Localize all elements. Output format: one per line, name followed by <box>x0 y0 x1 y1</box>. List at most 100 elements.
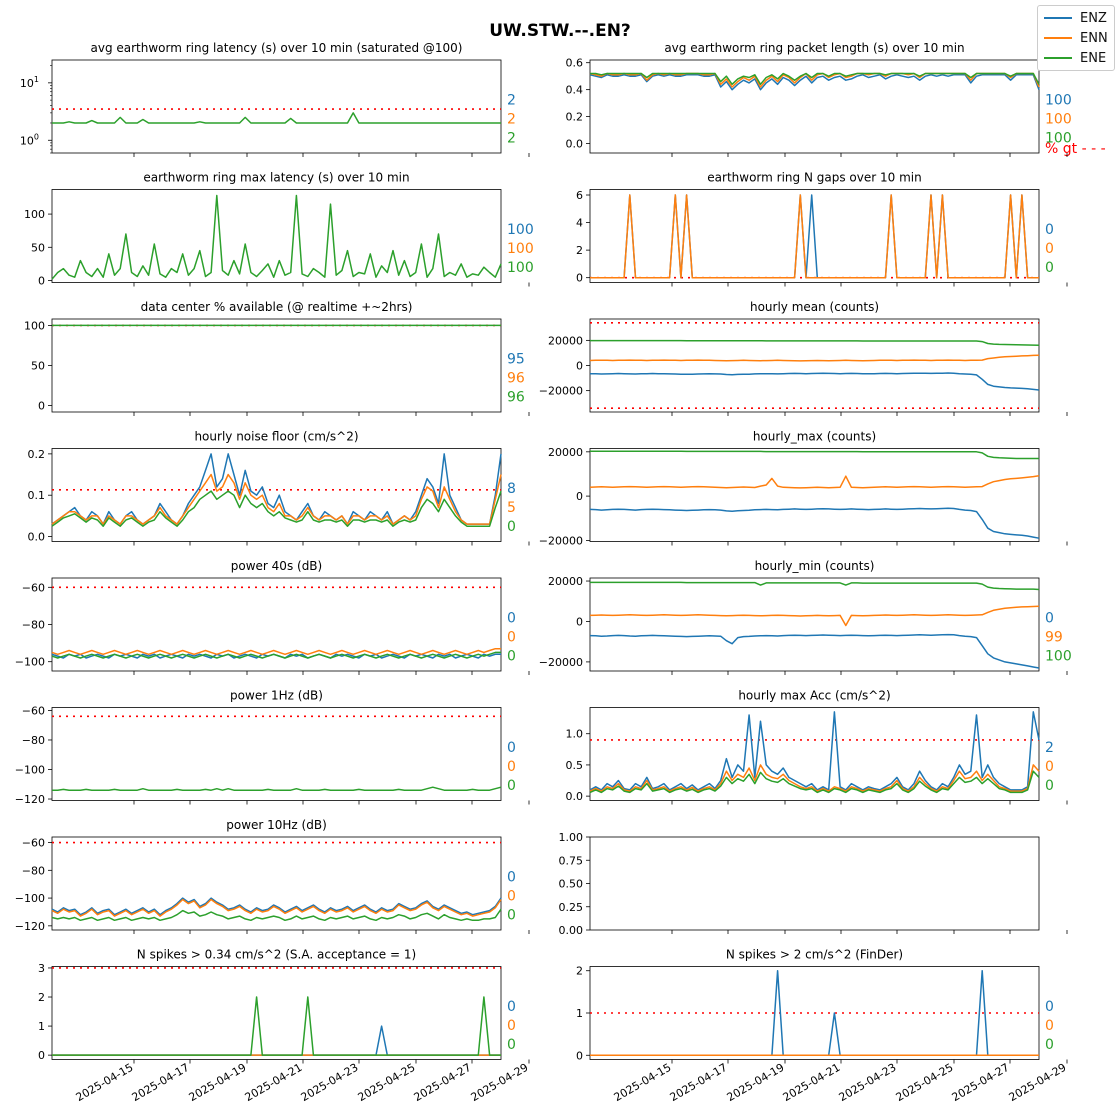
series-line <box>589 633 1040 669</box>
y-tick-label: 0.1 <box>28 489 46 502</box>
stat-value: 5 <box>507 500 516 516</box>
legend-item-enz: ENZ <box>1044 9 1107 27</box>
subplot-10: hourly_min (counts) −20000 0 20000 0 99 100 <box>539 559 1072 675</box>
series-line <box>51 490 502 527</box>
stat-value: 100 <box>507 260 534 276</box>
stat-value: 0 <box>507 778 516 794</box>
stat-value: 0 <box>507 759 516 775</box>
legend-swatch-enz <box>1044 17 1072 19</box>
subplot-9: power 40s (dB) −100 −80 −60 0 0 0 <box>15 559 530 675</box>
y-tick-label: 2 <box>576 965 583 978</box>
x-tick-label: 2025-04-29 <box>1007 1061 1069 1104</box>
stat-value: 0 <box>1045 611 1054 627</box>
pct-gt-label: % gt - - - <box>1045 141 1106 157</box>
subplot-1: avg earthworm ring latency (s) over 10 m… <box>20 41 530 157</box>
stat-value: 0 <box>507 870 516 886</box>
stat-value: 2 <box>507 93 516 109</box>
axes-frame <box>51 318 502 413</box>
series-line <box>590 450 1039 460</box>
axes-frame <box>589 189 1040 283</box>
series-line <box>51 898 502 917</box>
y-tick-label: 6 <box>576 189 583 202</box>
subplot-15: N spikes > 0.34 cm/s^2 (S.A. acceptance … <box>38 948 531 1105</box>
y-tick-label: −100 <box>15 892 45 905</box>
y-tick-label: 2 <box>576 244 583 257</box>
series-line <box>51 194 502 280</box>
subplot-5: data center % available (@ realtime +~2h… <box>24 300 530 416</box>
y-tick-label: 0 <box>576 360 583 373</box>
x-tick-label: 2025-04-25 <box>356 1061 418 1104</box>
y-tick-label: 0 <box>38 1049 45 1062</box>
y-tick-label: −20000 <box>539 534 583 547</box>
y-tick-label: 0 <box>576 272 583 285</box>
y-tick-label: 0.25 <box>559 901 584 914</box>
series-line <box>51 651 501 659</box>
y-tick-label: 1.0 <box>566 728 584 741</box>
subplot-8: hourly_max (counts) −20000 0 20000 <box>539 430 1068 547</box>
stat-value: 0 <box>507 999 516 1015</box>
stat-value: 0 <box>1045 260 1054 276</box>
y-tick-label: −80 <box>22 619 45 632</box>
x-tick-label: 2025-04-27 <box>950 1061 1012 1104</box>
stat-value: 0 <box>507 611 516 627</box>
subplot-title: hourly max Acc (cm/s^2) <box>738 689 890 703</box>
x-tick-label: 2025-04-21 <box>243 1061 305 1104</box>
y-tick-label: 0.5 <box>566 759 584 772</box>
stat-value: 0 <box>1045 999 1054 1015</box>
stat-value: 95 <box>507 352 525 368</box>
y-tick-label: 0.4 <box>566 84 584 97</box>
y-tick-label: −60 <box>22 704 45 717</box>
y-tick-label: 0 <box>38 400 45 413</box>
axes-frame <box>51 836 502 931</box>
legend: ENZ ENN ENE <box>1037 5 1115 71</box>
x-tick-label: 2025-04-15 <box>74 1061 136 1104</box>
stat-value: 99 <box>1045 630 1063 646</box>
subplot-6: hourly mean (counts) −20000 0 20000 <box>539 300 1068 416</box>
x-tick-label: 2025-04-17 <box>668 1061 730 1104</box>
y-tick-label: 0 <box>576 1049 583 1062</box>
y-tick-label: 101 <box>20 75 39 90</box>
series-line <box>589 507 1040 539</box>
y-tick-label: 1 <box>576 1007 583 1020</box>
y-tick-label: −120 <box>15 793 45 806</box>
x-tick-label: 2025-04-15 <box>612 1061 674 1104</box>
subplot-title: power 10Hz (dB) <box>226 818 327 832</box>
y-tick-label: 1 <box>38 1020 45 1033</box>
y-tick-label: 0.6 <box>566 57 584 70</box>
series-line <box>589 711 1040 791</box>
stat-value: 2 <box>507 131 516 147</box>
subplot-title: power 40s (dB) <box>231 559 322 573</box>
subplot-title: avg earthworm ring packet length (s) ove… <box>664 41 964 55</box>
legend-item-ene: ENE <box>1044 49 1106 67</box>
series-line <box>51 473 502 525</box>
series-line <box>589 354 1040 362</box>
y-tick-label: 0.0 <box>28 531 46 544</box>
axes-frame <box>51 189 502 283</box>
subplot-16: N spikes > 2 cm/s^2 (FinDer) 0 1 2 2025-04-1… <box>576 948 1069 1105</box>
stat-value: 100 <box>1045 93 1072 109</box>
series-line <box>590 581 1040 591</box>
x-tick-label: 2025-04-23 <box>837 1061 899 1104</box>
y-tick-label: 0.50 <box>559 878 584 891</box>
stat-value: 0 <box>507 908 516 924</box>
x-tick-label: 2025-04-27 <box>412 1061 474 1104</box>
subplot-title: avg earthworm ring latency (s) over 10 m… <box>91 41 463 55</box>
y-tick-label: 0.00 <box>559 924 584 937</box>
series-line <box>52 112 501 124</box>
y-tick-label: −80 <box>22 864 45 877</box>
y-tick-label: 0.2 <box>566 111 584 124</box>
stat-value: 100 <box>507 241 534 257</box>
subplot-title: earthworm ring N gaps over 10 min <box>707 171 921 185</box>
subplot-3: earthworm ring max latency (s) over 10 m… <box>24 171 534 288</box>
legend-swatch-enn <box>1044 37 1072 39</box>
axes-frame <box>589 836 1040 931</box>
series-line <box>589 770 1040 794</box>
y-tick-label: 2 <box>38 991 45 1004</box>
axes-frame <box>51 707 502 801</box>
y-tick-label: −120 <box>15 920 45 933</box>
stat-value: 2 <box>507 112 516 128</box>
axes-frame <box>589 707 1040 801</box>
stat-value: 0 <box>507 1037 516 1053</box>
stat-value: 0 <box>1045 1018 1054 1034</box>
